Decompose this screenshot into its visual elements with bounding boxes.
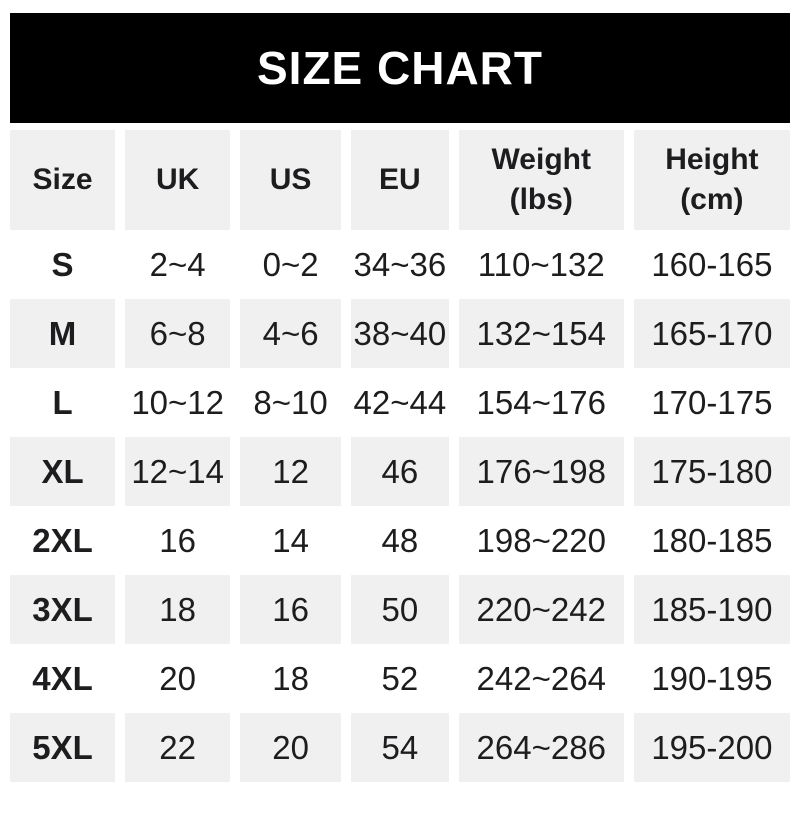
table-row-4xl: 4XL 20 18 52 242~264 190-195 <box>10 644 790 713</box>
size-chart-page: SIZE CHART Size UK US EU Weight (lbs) Hei… <box>0 13 800 782</box>
cell-eu: 38~40 <box>350 299 449 368</box>
cell-uk: 20 <box>159 659 197 697</box>
cell-us: 0~2 <box>262 245 319 283</box>
cell-weight: 264~286 <box>458 713 624 782</box>
cell-weight: 242~264 <box>476 659 606 697</box>
cell-size: 3XL <box>10 575 116 644</box>
cell-uk: 6~8 <box>125 299 231 368</box>
column-header-label: Weight <box>491 143 591 176</box>
column-header-unit: (cm) <box>680 183 744 216</box>
column-header-label: Size <box>32 163 93 196</box>
cell-uk: 10~12 <box>131 383 224 421</box>
column-header-label: UK <box>155 163 200 196</box>
cell-eu: 42~44 <box>353 383 447 421</box>
cell-size: M <box>10 299 116 368</box>
cell-size: S <box>51 245 74 283</box>
table-body: S 2~4 0~2 34~36 110~132 160-165 M 6~8 4~… <box>10 230 790 782</box>
cell-height: 160-165 <box>651 245 773 283</box>
table-row-5xl: 5XL 22 20 54 264~286 195-200 <box>10 713 790 782</box>
cell-eu: 48 <box>381 521 419 559</box>
table-row-3xl: 3XL 18 16 50 220~242 185-190 <box>10 575 790 644</box>
cell-weight: 220~242 <box>458 575 624 644</box>
cell-eu: 50 <box>350 575 449 644</box>
cell-us: 20 <box>240 713 341 782</box>
column-header-eu: EU <box>350 130 449 230</box>
table-row-xl: XL 12~14 12 46 176~198 175-180 <box>10 437 790 506</box>
page-title: SIZE CHART <box>257 42 543 94</box>
header-row: Size UK US EU Weight (lbs) Height (cm) <box>10 130 790 230</box>
cell-us: 12 <box>240 437 341 506</box>
cell-us: 16 <box>240 575 341 644</box>
column-header-label: Height <box>665 143 759 176</box>
table-row-m: M 6~8 4~6 38~40 132~154 165-170 <box>10 299 790 368</box>
column-header-size: Size <box>10 130 116 230</box>
column-header-weight: Weight (lbs) <box>458 130 624 230</box>
cell-us: 4~6 <box>240 299 341 368</box>
cell-height: 165-170 <box>633 299 790 368</box>
cell-weight: 110~132 <box>477 245 605 283</box>
cell-weight: 154~176 <box>476 383 606 421</box>
cell-eu: 34~36 <box>353 245 447 283</box>
cell-height: 180-185 <box>651 521 773 559</box>
cell-size: 5XL <box>10 713 116 782</box>
column-header-uk: UK <box>125 130 231 230</box>
cell-uk: 18 <box>125 575 231 644</box>
cell-size: 4XL <box>32 659 93 697</box>
cell-height: 170-175 <box>651 383 773 421</box>
table-header: Size UK US EU Weight (lbs) Height (cm) <box>10 130 790 230</box>
cell-height: 175-180 <box>633 437 790 506</box>
cell-us: 14 <box>272 521 309 559</box>
cell-size: XL <box>10 437 116 506</box>
cell-size: 2XL <box>32 521 93 559</box>
title-banner: SIZE CHART <box>10 13 790 123</box>
cell-height: 190-195 <box>651 659 773 697</box>
column-header-label: EU <box>379 163 421 196</box>
cell-eu: 46 <box>350 437 449 506</box>
column-header-label: US <box>269 163 312 196</box>
cell-uk: 22 <box>125 713 231 782</box>
table-row-l: L 10~12 8~10 42~44 154~176 170-175 <box>10 368 790 437</box>
cell-height: 185-190 <box>633 575 790 644</box>
column-header-us: US <box>240 130 341 230</box>
size-chart-table: Size UK US EU Weight (lbs) Height (cm) S 2… <box>0 130 800 782</box>
cell-weight: 198~220 <box>476 521 606 559</box>
cell-eu: 52 <box>381 659 419 697</box>
column-header-height: Height (cm) <box>633 130 790 230</box>
cell-uk: 2~4 <box>149 245 206 283</box>
cell-eu: 54 <box>350 713 449 782</box>
cell-weight: 176~198 <box>458 437 624 506</box>
table-row-s: S 2~4 0~2 34~36 110~132 160-165 <box>10 230 790 299</box>
column-header-unit: (lbs) <box>509 183 573 216</box>
cell-us: 18 <box>272 659 309 697</box>
cell-us: 8~10 <box>253 383 328 421</box>
cell-weight: 132~154 <box>458 299 624 368</box>
table-row-2xl: 2XL 16 14 48 198~220 180-185 <box>10 506 790 575</box>
cell-uk: 16 <box>159 521 197 559</box>
cell-uk: 12~14 <box>125 437 231 506</box>
cell-size: L <box>52 383 73 421</box>
cell-height: 195-200 <box>633 713 790 782</box>
